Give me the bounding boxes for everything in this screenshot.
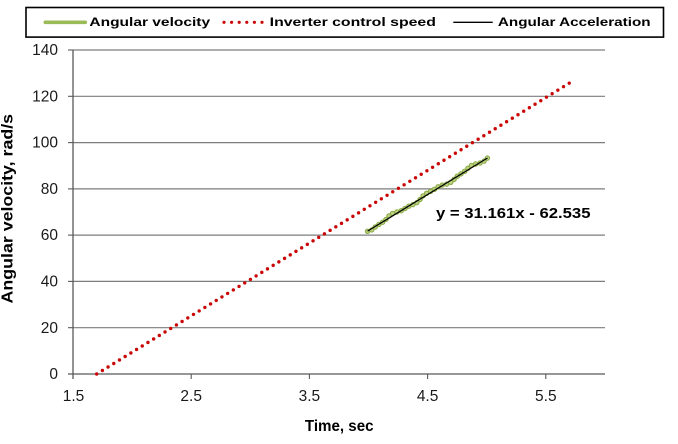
svg-text:Inverter control speed: Inverter control speed <box>270 15 436 29</box>
svg-text:140: 140 <box>32 42 58 59</box>
svg-text:Angular velocity: Angular velocity <box>89 15 210 29</box>
svg-text:Angular Acceleration: Angular Acceleration <box>498 15 651 29</box>
svg-text:20: 20 <box>41 320 59 337</box>
svg-text:Time, sec: Time, sec <box>305 418 374 435</box>
svg-text:3.5: 3.5 <box>299 388 321 405</box>
svg-text:0: 0 <box>49 366 58 383</box>
svg-text:y = 31.161x - 62.535: y = 31.161x - 62.535 <box>436 205 591 222</box>
svg-text:100: 100 <box>32 135 58 152</box>
svg-text:40: 40 <box>41 274 59 291</box>
svg-text:60: 60 <box>41 227 59 244</box>
svg-text:80: 80 <box>41 181 59 198</box>
svg-text:1.5: 1.5 <box>63 388 85 405</box>
svg-text:Angular velocity, rad/s: Angular velocity, rad/s <box>0 114 17 304</box>
svg-text:2.5: 2.5 <box>180 388 202 405</box>
svg-text:120: 120 <box>32 88 58 105</box>
svg-text:5.5: 5.5 <box>535 388 557 405</box>
svg-text:4.5: 4.5 <box>417 388 439 405</box>
